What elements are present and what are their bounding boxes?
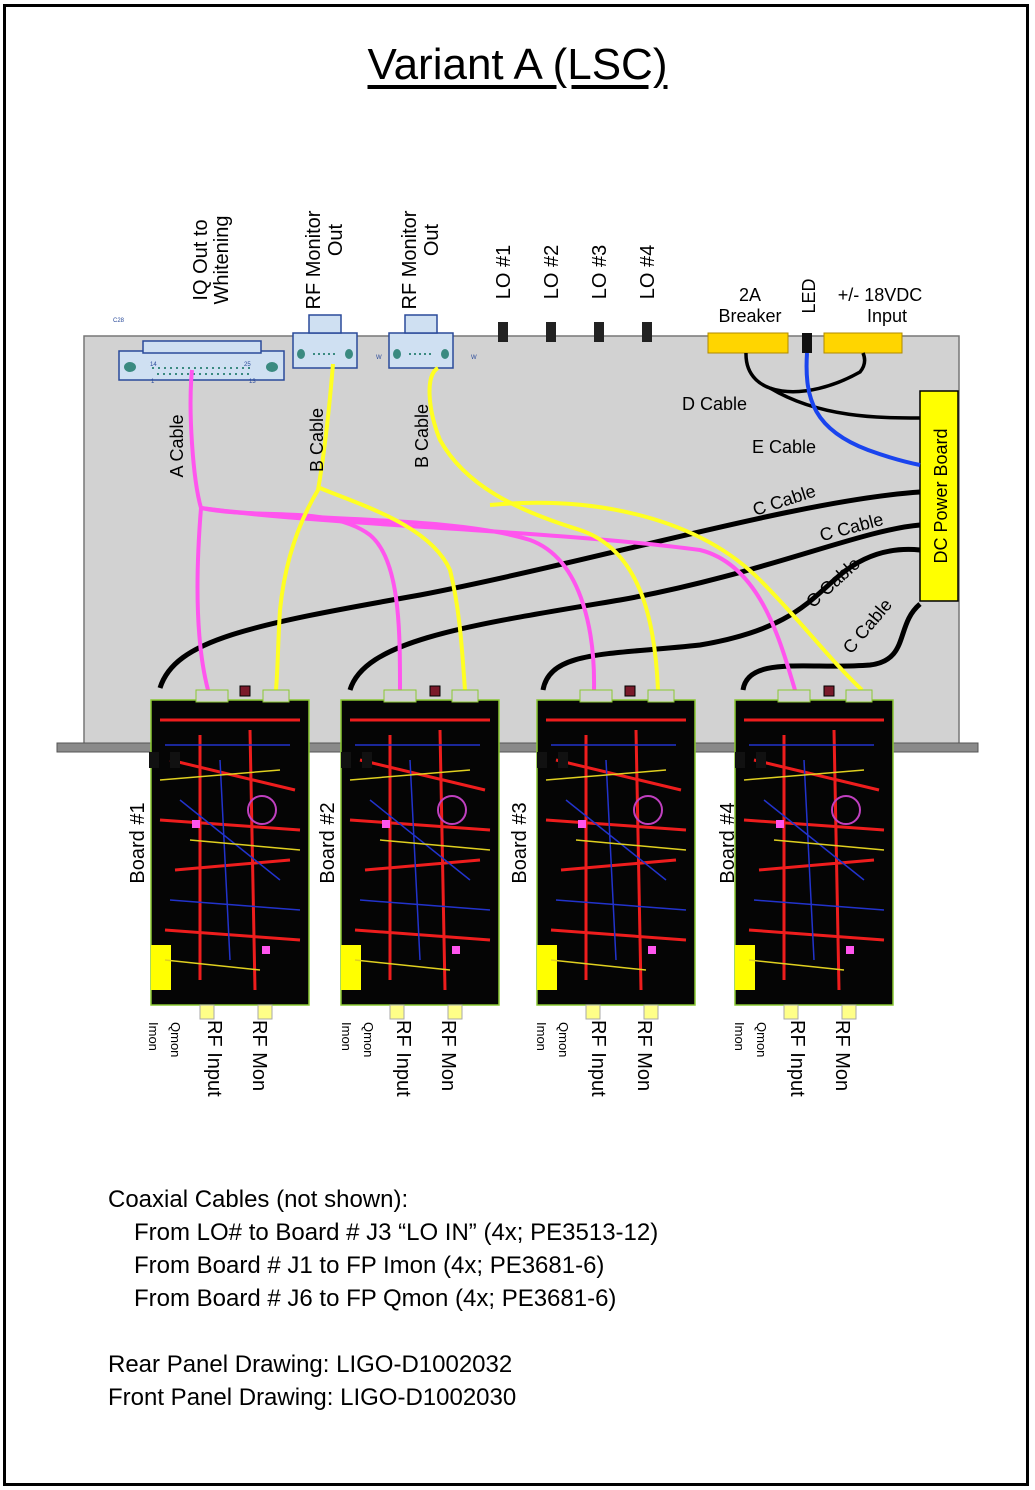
pin-1-label: 1 bbox=[151, 379, 155, 385]
rf-monitor-2-label-line2: Out bbox=[421, 223, 443, 256]
pin-13-label: 13 bbox=[249, 379, 256, 385]
b-cable-2[interactable] bbox=[427, 366, 660, 691]
led-block bbox=[802, 333, 812, 353]
a-cable-label: A Cable bbox=[167, 414, 187, 477]
board-3-label: Board #3 bbox=[509, 802, 531, 883]
a-cable-board-1[interactable] bbox=[195, 507, 210, 691]
rf-mon-label-1: RF Mon bbox=[248, 1020, 270, 1091]
d-cable-to-board bbox=[769, 386, 921, 420]
lo-4-label: LO #4 bbox=[637, 245, 659, 299]
qmon-label-3: Qmon bbox=[556, 1022, 571, 1057]
front-panel-drawing: Front Panel Drawing: LIGO-D1002030 bbox=[108, 1384, 517, 1411]
front-connectors bbox=[149, 752, 766, 768]
breaker-label-line1: 2A bbox=[739, 285, 761, 305]
iq-out-label-line2: Whitening bbox=[211, 216, 233, 305]
b-cable-1[interactable] bbox=[274, 363, 335, 691]
imon-label-3: Imon bbox=[534, 1022, 549, 1051]
b-cable-1-label: B Cable bbox=[307, 408, 327, 472]
lo-4-connector[interactable] bbox=[642, 322, 652, 342]
qmon-label-1: Qmon bbox=[168, 1022, 183, 1057]
iq-out-label-line1: IQ Out to bbox=[190, 219, 212, 300]
notes-line-2: From Board # J1 to FP Imon (4x; PE3681-6… bbox=[134, 1252, 605, 1279]
imon-label-4: Imon bbox=[732, 1022, 747, 1051]
lo-3-label: LO #3 bbox=[589, 245, 611, 299]
board-1[interactable] bbox=[150, 685, 310, 1020]
rf-monitor-2-label-line1: RF Monitor bbox=[399, 210, 421, 309]
rf-monitor-1-label-line1: RF Monitor bbox=[303, 210, 325, 309]
breaker-label-line2: Breaker bbox=[718, 306, 781, 326]
drawing-frame bbox=[3, 4, 1029, 1486]
dc-power-board bbox=[919, 390, 959, 602]
c-cable-2[interactable] bbox=[347, 522, 921, 691]
rf-monitor-connector-1[interactable] bbox=[292, 314, 358, 369]
w-code-1: W bbox=[376, 355, 382, 361]
rear-panel-drawing: Rear Panel Drawing: LIGO-D1002032 bbox=[108, 1351, 513, 1378]
imon-label-1: Imon bbox=[146, 1022, 161, 1051]
lo-1-label: LO #1 bbox=[493, 245, 515, 299]
qmon-label-4: Qmon bbox=[754, 1022, 769, 1057]
b-cable-2-branch[interactable] bbox=[489, 500, 864, 692]
imon-label-2: Imon bbox=[339, 1022, 354, 1051]
rf-mon-label-3: RF Mon bbox=[633, 1020, 655, 1091]
pin-25-label: 25 bbox=[244, 362, 251, 368]
b-cable-1-branch[interactable] bbox=[319, 486, 467, 691]
notes-line-3: From Board # J6 to FP Qmon (4x; PE3681-6… bbox=[134, 1285, 617, 1312]
iq-out-connector[interactable]: 14 25 1 13 bbox=[118, 340, 285, 385]
e-cable-label: E Cable bbox=[752, 437, 816, 457]
qmon-label-2: Qmon bbox=[361, 1022, 376, 1057]
rf-monitor-1-label-line2: Out bbox=[325, 223, 347, 256]
power-input-label-line1: +/- 18VDC bbox=[838, 285, 923, 305]
notes-heading: Coaxial Cables (not shown): bbox=[108, 1186, 409, 1213]
rf-input-label-1: RF Input bbox=[203, 1020, 225, 1097]
notes-line-1: From LO# to Board # J3 “LO IN” (4x; PE35… bbox=[134, 1219, 659, 1246]
rf-input-label-2: RF Input bbox=[392, 1020, 414, 1097]
a-cable-trunk[interactable] bbox=[188, 369, 203, 509]
board-4[interactable] bbox=[734, 685, 894, 1020]
page-title: Variant A (LSC) bbox=[367, 40, 668, 89]
d-cable-label: D Cable bbox=[682, 394, 747, 414]
lo-2-label: LO #2 bbox=[541, 245, 563, 299]
pin-14-label: 14 bbox=[150, 362, 157, 368]
rf-input-label-3: RF Input bbox=[587, 1020, 609, 1097]
c28-code: C28 bbox=[113, 318, 125, 324]
b-cable-2-label: B Cable bbox=[412, 404, 432, 468]
rf-input-label-4: RF Input bbox=[786, 1020, 808, 1097]
w-code-2: W bbox=[471, 355, 477, 361]
board-2-label: Board #2 bbox=[317, 802, 339, 883]
board-4-label: Board #4 bbox=[717, 802, 739, 883]
lo-3-connector[interactable] bbox=[594, 322, 604, 342]
dc-power-board-label: DC Power Board bbox=[931, 428, 951, 563]
notes-block: Coaxial Cables (not shown): From LO# to … bbox=[108, 1183, 658, 1414]
led-label: LED bbox=[799, 278, 819, 313]
a-cable-board-4[interactable] bbox=[200, 506, 797, 691]
power-input-label-line2: Input bbox=[867, 306, 907, 326]
e-cable[interactable] bbox=[804, 352, 921, 467]
breaker-block[interactable] bbox=[707, 332, 789, 354]
front-panel-lip bbox=[56, 742, 979, 753]
rf-monitor-connector-2[interactable] bbox=[388, 314, 454, 369]
power-input-block[interactable] bbox=[823, 332, 903, 354]
lo-2-connector[interactable] bbox=[546, 322, 556, 342]
lo-1-connector[interactable] bbox=[498, 322, 508, 342]
rf-mon-label-4: RF Mon bbox=[831, 1020, 853, 1091]
rf-mon-label-2: RF Mon bbox=[437, 1020, 459, 1091]
c-cable-4[interactable] bbox=[740, 602, 922, 691]
board-3[interactable] bbox=[536, 685, 696, 1020]
d-cable bbox=[744, 352, 867, 394]
board-1-label: Board #1 bbox=[127, 802, 149, 883]
board-2[interactable] bbox=[340, 685, 500, 1020]
